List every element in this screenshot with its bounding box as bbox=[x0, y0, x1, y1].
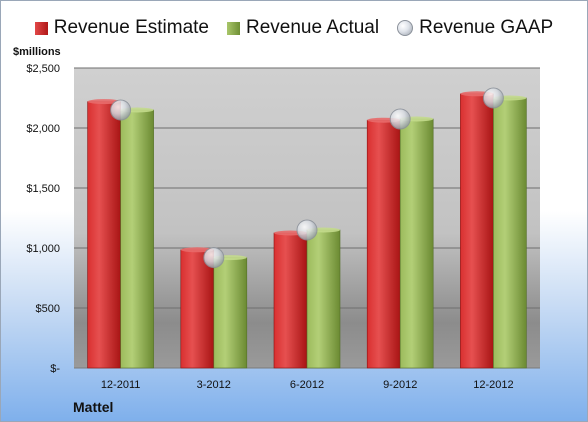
y-tick-label: $1,000 bbox=[26, 243, 60, 255]
x-tick-label: 3-2012 bbox=[197, 379, 231, 391]
bar-estimate bbox=[460, 93, 494, 369]
bar-actual bbox=[399, 118, 434, 369]
bar-estimate-cap bbox=[180, 247, 214, 253]
bar-actual bbox=[493, 97, 527, 369]
bar-estimate bbox=[180, 249, 215, 369]
legend-item-actual: Revenue Actual bbox=[227, 17, 379, 39]
legend-swatch-estimate bbox=[34, 21, 48, 35]
gaap-marker bbox=[110, 99, 132, 121]
x-tick-label: 6-2012 bbox=[290, 379, 324, 391]
gaap-marker bbox=[203, 247, 225, 269]
x-tick-labels: 12-2011 3-2012 6-2012 9-2012 12-2012 bbox=[101, 379, 514, 391]
legend-swatch-actual bbox=[227, 21, 240, 35]
y-tick-label: $1,500 bbox=[26, 183, 60, 195]
legend: Revenue Estimate Revenue Actual Revenue … bbox=[1, 13, 587, 43]
y-axis-label: $millions bbox=[13, 46, 61, 58]
y-tick-label: $500 bbox=[36, 303, 60, 315]
y-tick-labels: $- $500 $1,000 $1,500 $2,000 $2,500 bbox=[26, 63, 60, 375]
legend-label-gaap: Revenue GAAP bbox=[419, 17, 554, 38]
x-tick-label: 12-2011 bbox=[101, 379, 141, 391]
bar-estimate bbox=[87, 101, 121, 369]
legend-item-gaap: Revenue GAAP bbox=[397, 17, 553, 39]
y-tick-label: $2,000 bbox=[26, 123, 60, 135]
x-tick-label: 9-2012 bbox=[383, 379, 417, 391]
bar-actual bbox=[213, 257, 248, 369]
legend-label-estimate: Revenue Estimate bbox=[53, 17, 209, 38]
x-tick-label: 12-2012 bbox=[473, 379, 513, 391]
bar-actual bbox=[120, 109, 154, 369]
bar-actual bbox=[306, 229, 341, 369]
bars bbox=[87, 87, 527, 369]
legend-swatch-gaap bbox=[397, 20, 414, 36]
company-name: Mattel bbox=[73, 399, 114, 415]
legend-item-estimate: Revenue Estimate bbox=[34, 17, 209, 39]
bar-estimate-cap bbox=[87, 99, 121, 105]
gaap-marker bbox=[296, 219, 318, 241]
y-tick-label: $2,500 bbox=[26, 63, 60, 75]
gaap-marker bbox=[482, 87, 504, 109]
gaap-marker bbox=[389, 108, 411, 130]
y-tick-label: $- bbox=[50, 363, 60, 375]
bar-estimate bbox=[366, 119, 401, 369]
legend-label-actual: Revenue Actual bbox=[246, 17, 380, 38]
bar-estimate bbox=[273, 232, 308, 369]
